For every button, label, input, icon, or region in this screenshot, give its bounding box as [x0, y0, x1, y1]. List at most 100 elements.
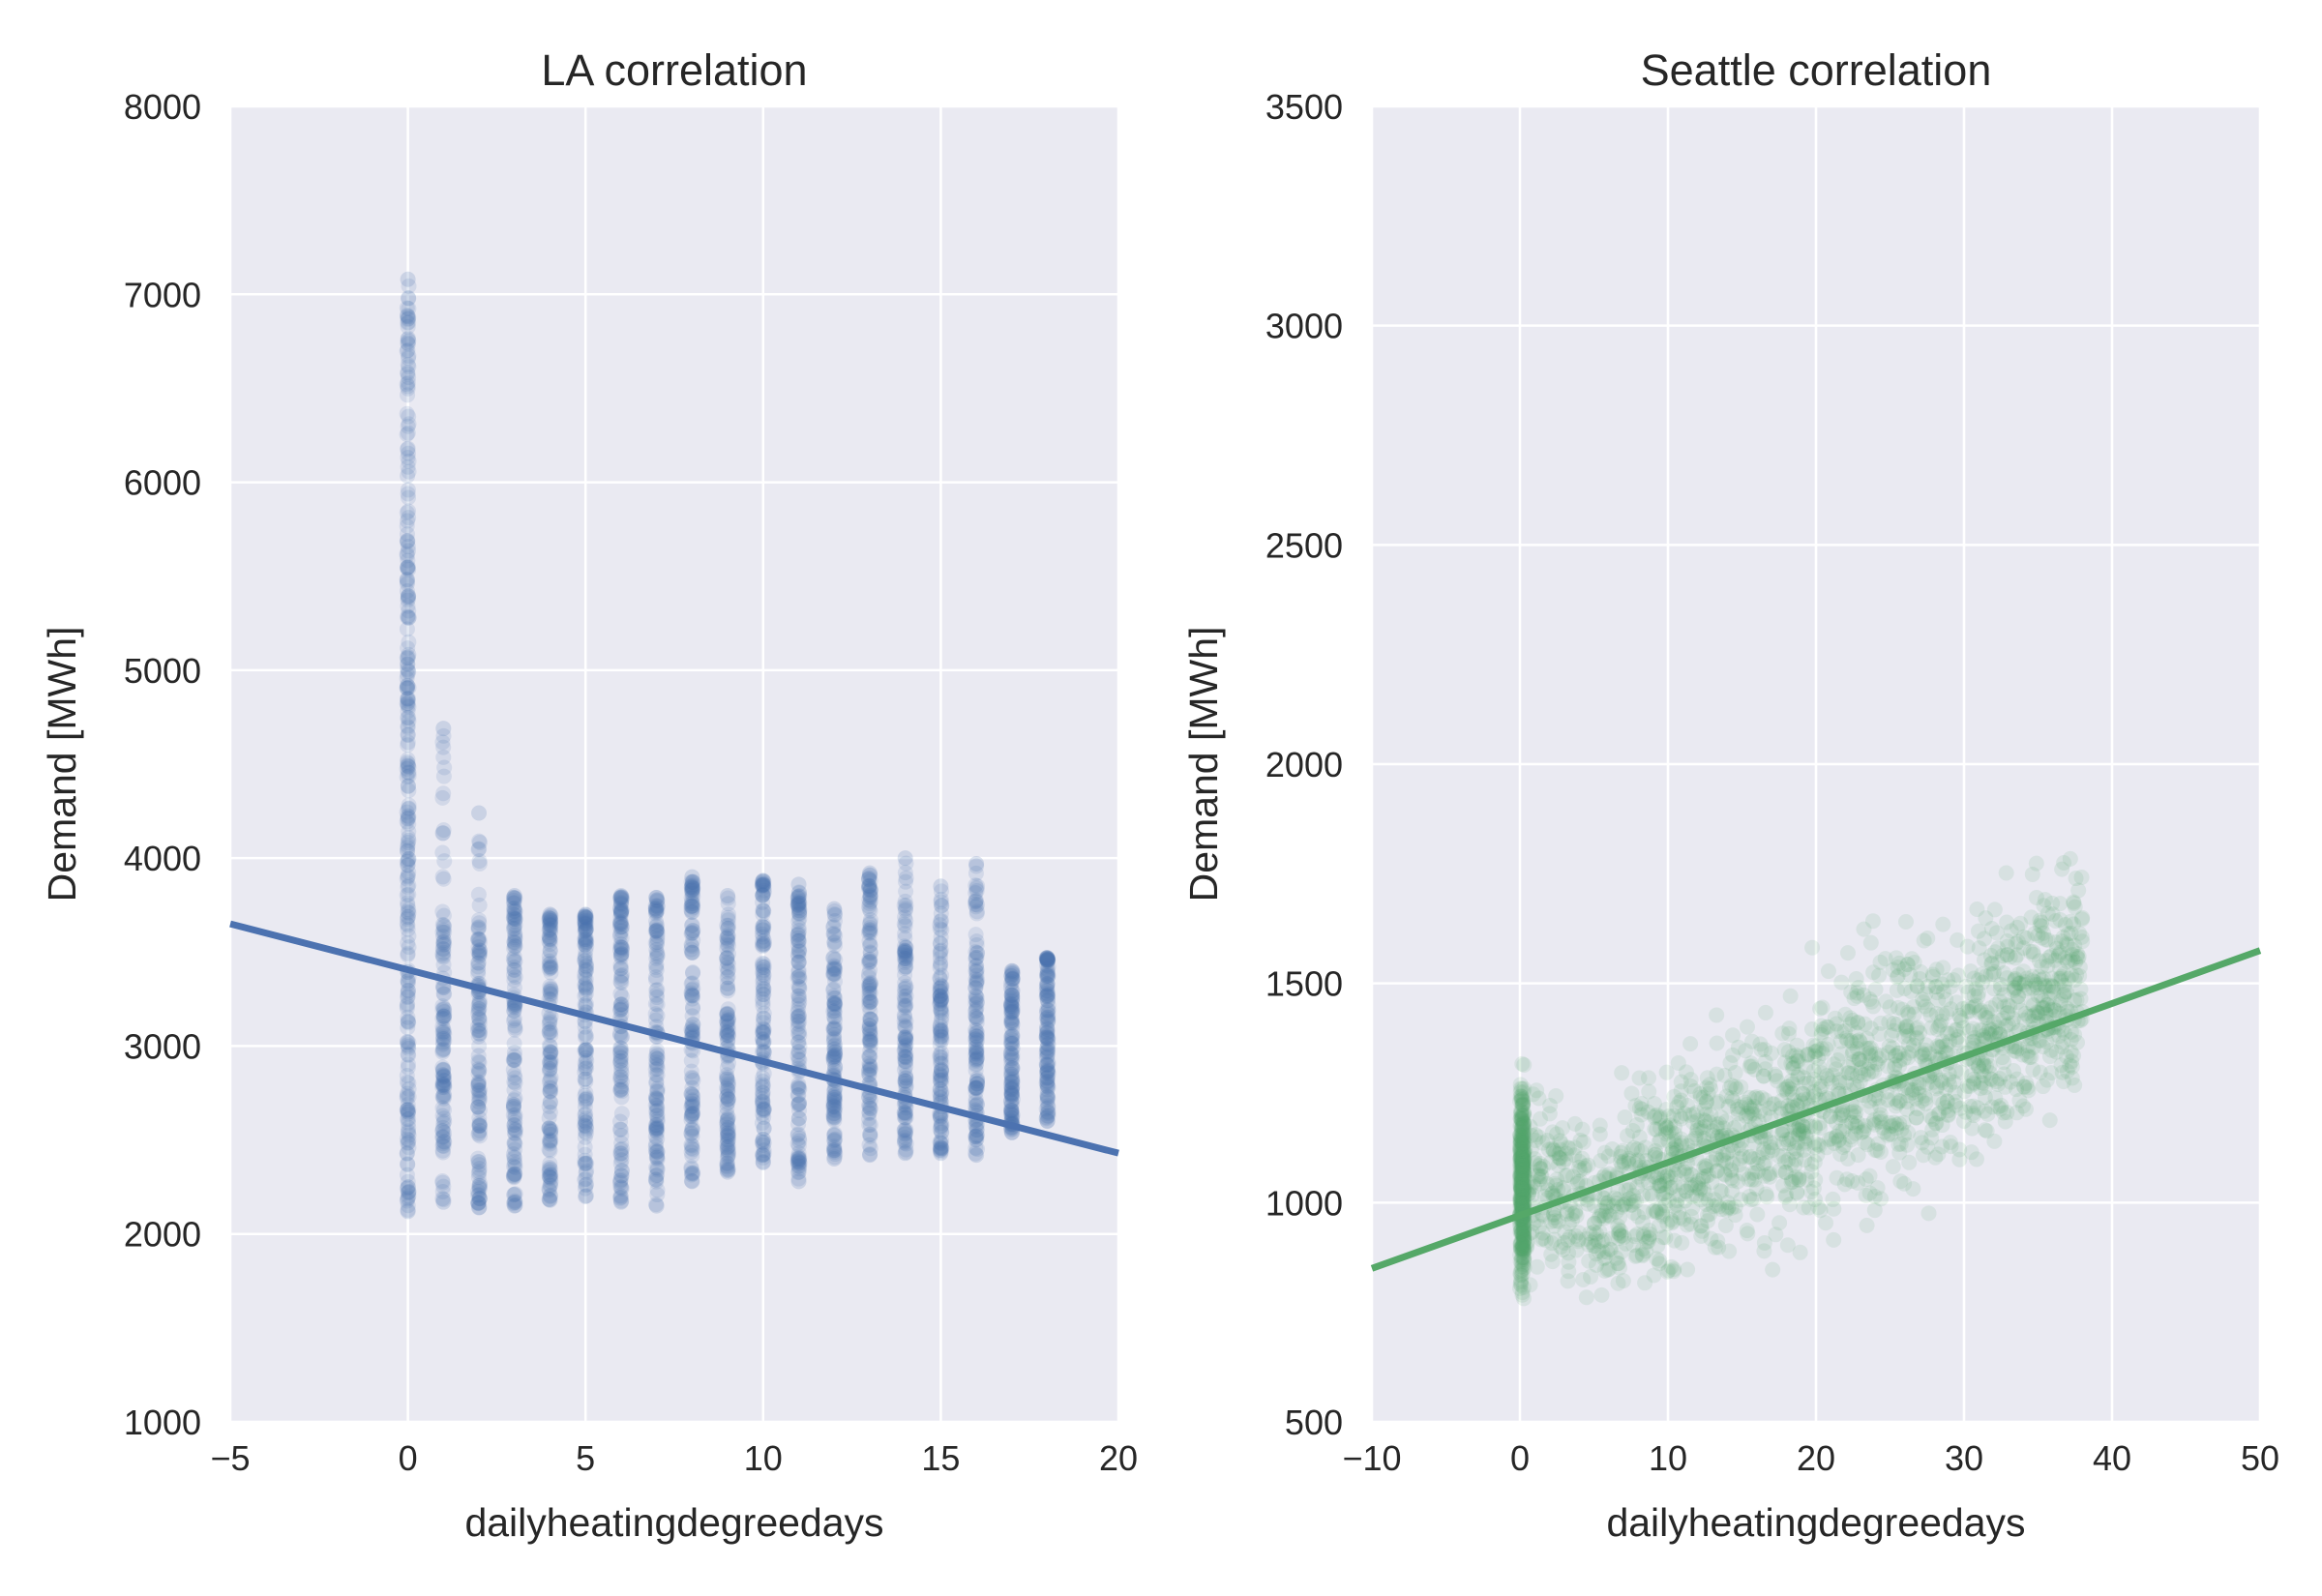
- la-data-point: [436, 1007, 453, 1023]
- la-data-point: [400, 869, 416, 885]
- la-x-axis-label: dailyheatingdegreedays: [464, 1500, 883, 1545]
- la-data-point: [399, 1193, 415, 1209]
- la-data-point: [401, 830, 417, 846]
- seattle-data-point: [1963, 1144, 1980, 1161]
- la-data-point: [401, 290, 417, 307]
- la-data-point: [400, 1179, 416, 1196]
- la-data-point: [400, 1156, 416, 1172]
- seattle-data-point: [1535, 1158, 1552, 1174]
- seattle-data-point: [1697, 1158, 1713, 1174]
- la-data-point: [825, 967, 842, 984]
- la-data-point: [542, 1192, 558, 1208]
- la-data-point: [434, 1183, 451, 1199]
- seattle-data-point: [1514, 1113, 1531, 1130]
- seattle-data-point: [1790, 1069, 1806, 1085]
- seattle-data-point: [1515, 1249, 1532, 1265]
- la-data-point: [434, 1075, 451, 1091]
- la-data-point: [897, 951, 913, 967]
- la-data-point: [791, 932, 808, 949]
- seattle-data-point: [1621, 1181, 1637, 1197]
- la-data-point: [434, 946, 451, 962]
- seattle-data-point: [1649, 1204, 1665, 1221]
- seattle-data-point: [1512, 1276, 1529, 1292]
- la-data-point: [435, 934, 452, 951]
- la-data-point: [399, 1090, 415, 1107]
- seattle-data-point: [1812, 1000, 1829, 1017]
- la-data-point: [400, 808, 416, 824]
- seattle-y-tick-label: 500: [1285, 1403, 1343, 1442]
- la-data-point: [400, 445, 416, 461]
- seattle-data-point: [2068, 871, 2084, 887]
- la-data-point: [578, 906, 594, 923]
- la-data-point: [400, 1104, 416, 1120]
- seattle-y-tick-label: 3000: [1265, 307, 1343, 346]
- seattle-data-point: [1996, 965, 2012, 982]
- seattle-data-point: [1592, 1117, 1608, 1134]
- seattle-data-point: [1854, 1053, 1870, 1070]
- la-x-tick-label: 0: [399, 1438, 418, 1478]
- la-data-point: [401, 587, 417, 604]
- la-data-point: [435, 929, 452, 945]
- seattle-data-point: [1920, 1001, 1936, 1018]
- seattle-data-point: [1631, 1070, 1648, 1086]
- la-data-point: [435, 1008, 452, 1024]
- la-data-point: [506, 1149, 522, 1166]
- seattle-data-point: [1695, 1089, 1712, 1106]
- seattle-data-point: [2058, 1049, 2074, 1065]
- la-data-point: [435, 1069, 452, 1085]
- la-data-point: [613, 939, 630, 956]
- la-data-point: [400, 852, 416, 869]
- la-data-point: [649, 982, 666, 998]
- la-data-point: [400, 1020, 416, 1036]
- seattle-data-point: [1723, 1199, 1740, 1216]
- la-data-point: [825, 949, 842, 965]
- la-data-point: [400, 757, 416, 774]
- la-data-point: [719, 1015, 735, 1031]
- seattle-data-point: [2067, 972, 2083, 989]
- la-data-point: [401, 1034, 417, 1050]
- la-data-point: [436, 1077, 453, 1093]
- la-data-point: [400, 1059, 416, 1076]
- la-data-point: [434, 1100, 451, 1116]
- la-data-point: [401, 369, 417, 386]
- la-data-point: [401, 983, 417, 999]
- la-data-point: [401, 1015, 417, 1031]
- la-data-point: [434, 1044, 451, 1060]
- seattle-data-point: [1962, 1078, 1979, 1094]
- la-data-point: [400, 697, 416, 714]
- seattle-data-point: [1652, 1253, 1668, 1269]
- la-data-point: [897, 1145, 913, 1162]
- la-data-point: [684, 1087, 700, 1104]
- la-data-point: [399, 343, 415, 360]
- la-data-point: [612, 908, 629, 925]
- seattle-data-point: [1905, 1181, 1921, 1197]
- la-data-point: [933, 1145, 949, 1162]
- la-data-point: [434, 1174, 451, 1191]
- la-data-point: [401, 561, 417, 577]
- la-data-point: [400, 973, 416, 990]
- la-data-point: [399, 649, 415, 665]
- la-data-point: [436, 1102, 453, 1118]
- la-data-point: [436, 924, 453, 940]
- la-data-point: [436, 919, 453, 935]
- la-data-point: [434, 1142, 451, 1159]
- la-data-point: [400, 331, 416, 347]
- la-data-point: [400, 458, 416, 475]
- la-data-point: [542, 1079, 558, 1095]
- seattle-data-point: [1873, 1191, 1890, 1207]
- la-data-point: [400, 990, 416, 1006]
- seattle-data-point: [1901, 1154, 1918, 1170]
- la-data-point: [436, 1026, 453, 1043]
- la-data-point: [399, 813, 415, 830]
- la-data-point: [400, 1135, 416, 1151]
- la-data-point: [399, 911, 415, 928]
- la-data-point: [684, 999, 700, 1016]
- seattle-data-point: [2062, 850, 2078, 867]
- la-data-point: [790, 978, 807, 994]
- la-data-point: [435, 922, 452, 938]
- la-data-point: [790, 1016, 807, 1032]
- la-data-point: [1003, 1049, 1020, 1066]
- seattle-data-point: [1820, 1019, 1836, 1035]
- la-data-point: [898, 1058, 914, 1075]
- seattle-data-point: [1778, 1132, 1795, 1148]
